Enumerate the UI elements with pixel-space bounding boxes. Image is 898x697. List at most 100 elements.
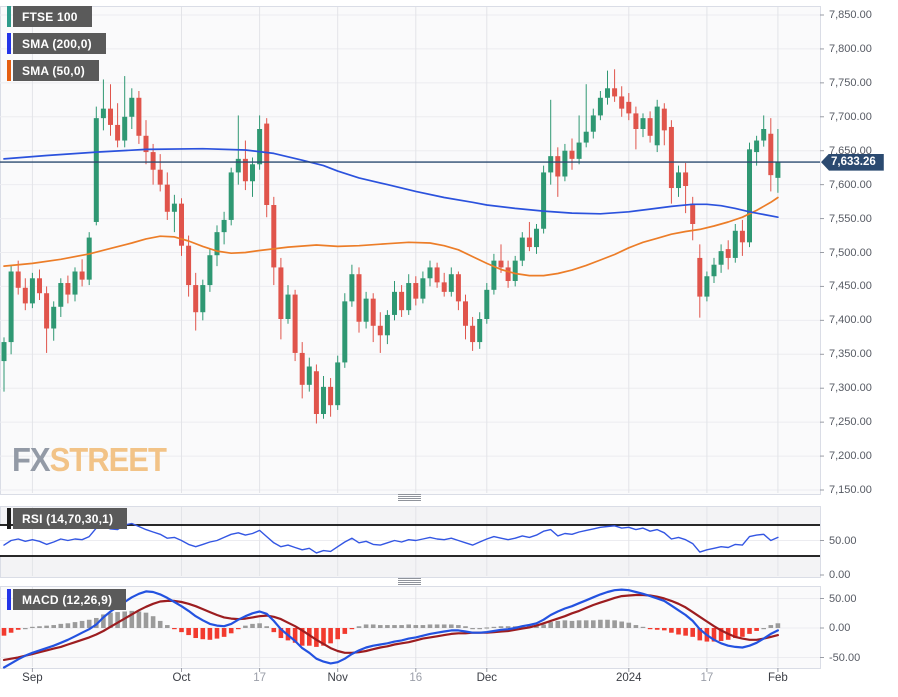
macd-histogram-bar — [449, 624, 454, 628]
time-tick-label: Feb — [767, 672, 788, 684]
candle-body — [342, 301, 348, 363]
macd-histogram-bar — [633, 625, 639, 628]
macd-histogram-bar — [15, 628, 21, 630]
legend-ftse100[interactable]: FTSE 100 — [7, 6, 92, 27]
candle-body — [448, 274, 454, 292]
macd-histogram-bar — [740, 628, 745, 637]
candle-body — [576, 142, 582, 159]
macd-histogram-bar — [172, 628, 177, 630]
macd-histogram-bar — [363, 624, 369, 628]
macd-histogram-bar — [591, 620, 596, 628]
macd-histogram-bar — [51, 625, 56, 628]
macd-histogram-bar — [150, 616, 156, 628]
macd-histogram-bar — [654, 628, 660, 630]
macd-histogram-bar — [690, 628, 695, 637]
macd-histogram-bar — [30, 626, 35, 629]
price-tick-label: 7,850.00 — [829, 9, 872, 21]
time-tick-label: Dec — [476, 672, 498, 684]
price-tick-label: 7,500.00 — [829, 246, 872, 259]
macd-histogram-bar — [399, 625, 404, 628]
macd-histogram-bar — [342, 628, 348, 634]
macd-histogram-bar — [768, 625, 774, 628]
fxstreet-watermark: FXSTREET — [12, 441, 167, 479]
macd-histogram-bar — [349, 628, 355, 630]
macd-histogram-bar — [129, 610, 135, 628]
candle-body — [179, 203, 184, 246]
macd-histogram-bar — [328, 628, 333, 644]
candle-body — [562, 150, 568, 177]
macd-label: MACD (12,26,9) — [13, 589, 127, 610]
macd-histogram-bar — [243, 625, 248, 628]
price-tick-label: 7,150.00 — [829, 484, 872, 496]
macd-histogram-bar — [598, 619, 603, 628]
sma200-color-chip — [7, 33, 11, 54]
time-tick-label: Oct — [172, 672, 191, 684]
time-tick-label: 16 — [409, 672, 423, 684]
macd-histogram-bar — [562, 620, 568, 628]
candle-body — [647, 118, 653, 136]
candle-body — [463, 301, 468, 326]
candle-body — [725, 249, 731, 258]
price-tick-label: 7,800.00 — [829, 42, 872, 55]
macd-histogram-bar — [733, 628, 738, 639]
candle-body — [413, 283, 419, 299]
macd-histogram-bar — [626, 622, 632, 628]
macd-histogram-bar — [37, 626, 42, 628]
candle-body — [498, 260, 504, 268]
candle-body — [541, 172, 547, 229]
macd-histogram-bar — [307, 628, 312, 646]
macd-histogram-bar — [207, 628, 213, 640]
macd-histogram-bar — [413, 625, 419, 628]
macd-histogram-bar — [356, 626, 362, 628]
macd-histogram-bar — [165, 625, 170, 628]
macd-histogram-bar — [101, 614, 106, 628]
macd-histogram-bar — [157, 620, 163, 628]
candle-body — [58, 283, 64, 307]
legend-sma200[interactable]: SMA (200,0) — [7, 33, 106, 54]
macd-histogram-bar — [72, 622, 78, 628]
legend-rsi[interactable]: RSI (14,70,30,1) — [7, 508, 128, 529]
candle-body — [626, 101, 632, 114]
candle-body — [250, 164, 255, 182]
candle-body — [44, 293, 50, 329]
macd-histogram-bar — [8, 628, 14, 633]
candle-body — [370, 298, 376, 326]
macd-histogram-bar — [555, 620, 561, 628]
macd-histogram-bar — [605, 619, 610, 628]
candle-body — [455, 274, 461, 302]
candle-body — [548, 156, 554, 173]
macd-histogram-bar — [1, 628, 7, 636]
sma50-line — [3, 196, 779, 277]
macd-histogram-bar — [264, 626, 269, 628]
panel-resize-grip-top[interactable] — [398, 494, 421, 501]
legend-macd[interactable]: MACD (12,26,9) — [7, 589, 127, 610]
ftse100-color-chip — [7, 6, 11, 27]
macd-tick-label: -50.00 — [829, 651, 861, 664]
price-tick-label: 7,350.00 — [829, 348, 872, 361]
candle-body — [399, 291, 405, 311]
panel-resize-grip-bottom[interactable] — [398, 578, 421, 585]
macd-histogram-bar — [44, 625, 49, 628]
legend-sma50[interactable]: SMA (50,0) — [7, 60, 99, 81]
price-tick-label: 7,550.00 — [829, 212, 872, 225]
macd-histogram-bar — [541, 624, 546, 628]
candle-body — [441, 282, 447, 292]
macd-histogram-bar — [534, 625, 539, 628]
macd-histogram-bar — [441, 624, 447, 628]
candle-body — [115, 124, 121, 141]
macd-histogram-bar — [58, 623, 64, 628]
macd-histogram-bar — [108, 612, 113, 628]
candle-body — [761, 129, 767, 141]
macd-histogram-bar — [662, 628, 667, 631]
macd-histogram-bar — [697, 628, 703, 641]
candle-body — [356, 274, 362, 322]
candle-body — [732, 230, 738, 258]
candle-body — [264, 123, 270, 205]
macd-histogram-bar — [236, 628, 241, 630]
rsi-line — [3, 522, 779, 554]
candle-body — [775, 162, 781, 178]
macd-histogram-bar — [477, 628, 482, 630]
macd-histogram-bar — [221, 628, 227, 637]
price-tick-label: 7,700.00 — [829, 110, 872, 123]
